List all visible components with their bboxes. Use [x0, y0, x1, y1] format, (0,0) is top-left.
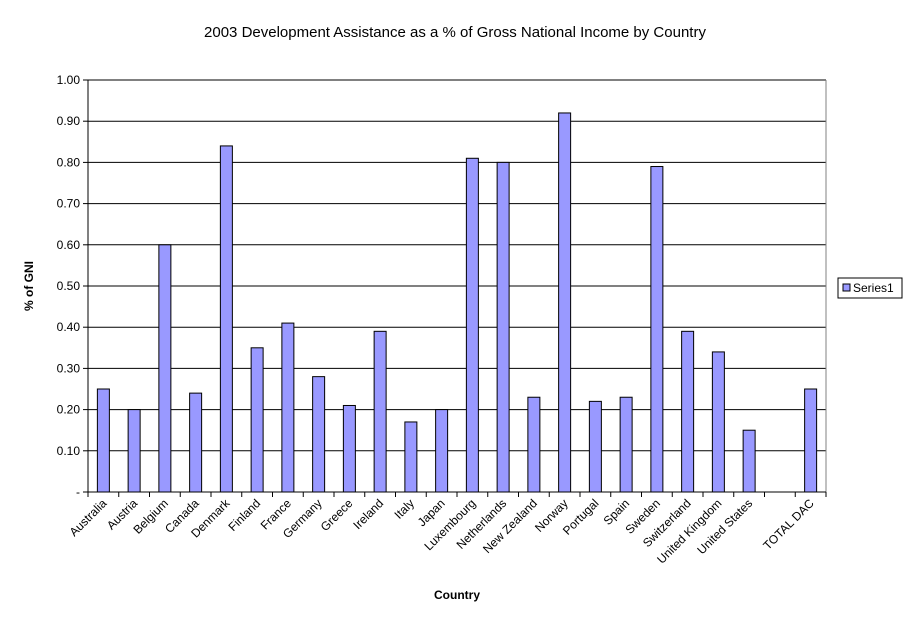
bar: [558, 112, 572, 493]
bar: [619, 396, 633, 493]
legend-swatch: [842, 283, 851, 292]
y-tick-label: 0.80: [57, 155, 81, 169]
x-tick-label: Ireland: [350, 496, 386, 532]
gridlines: [88, 79, 826, 452]
x-tick-label: Finland: [226, 496, 264, 534]
y-tick-label: 0.60: [57, 238, 81, 252]
bar: [281, 322, 295, 493]
x-tick-label: Belgium: [130, 496, 171, 537]
y-tick-label: 0.50: [57, 279, 81, 293]
y-axis-title: % of GNI: [22, 261, 36, 311]
y-tick-label: 0.20: [57, 403, 81, 417]
bar: [127, 409, 141, 493]
bar: [496, 161, 510, 493]
legend-label-series1: Series1: [853, 281, 894, 295]
bar: [711, 351, 725, 493]
x-axis-title: Country: [434, 588, 480, 602]
y-tick-label: 0.70: [57, 197, 81, 211]
y-tick-label: 0.40: [57, 320, 81, 334]
bar: [527, 396, 541, 493]
bar: [158, 244, 172, 493]
y-tick-labels: - 0.10 0.20 0.30 0.40 0.50 0.60 0.70 0.80 0.90 1.0…: [57, 73, 81, 499]
bar: [465, 157, 479, 493]
y-tick-label: 0.90: [57, 114, 81, 128]
x-tick-label: Greece: [318, 496, 356, 534]
bar: [588, 400, 602, 493]
bar: [742, 429, 756, 493]
bars: [96, 112, 818, 493]
bar: [312, 376, 326, 493]
bar: [804, 388, 818, 493]
x-tick-labels: AustraliaAustriaBelgiumCanadaDenmarkFinl…: [67, 496, 817, 567]
bar: [250, 347, 264, 493]
y-tick-label: 1.00: [57, 73, 81, 87]
bar: [342, 404, 356, 493]
bar: [404, 421, 418, 493]
bar: [435, 409, 449, 493]
bar: [96, 388, 110, 493]
legend: Series1: [837, 277, 903, 299]
chart-title: 2003 Development Assistance as a % of Gr…: [204, 24, 706, 41]
y-tick-label: 0.30: [57, 361, 81, 375]
y-tick-label: 0.10: [57, 444, 81, 458]
x-tick-label: TOTAL DAC: [760, 496, 817, 553]
legend-box: [837, 277, 903, 299]
bar: [373, 330, 387, 493]
y-tick-label: -: [76, 485, 80, 499]
bar: [189, 392, 203, 493]
x-tick-label: Australia: [67, 496, 110, 539]
bar: [650, 166, 664, 493]
bar: [219, 145, 233, 493]
axes: [83, 79, 827, 497]
bar: [681, 330, 695, 493]
x-tick-label: Italy: [392, 496, 417, 521]
